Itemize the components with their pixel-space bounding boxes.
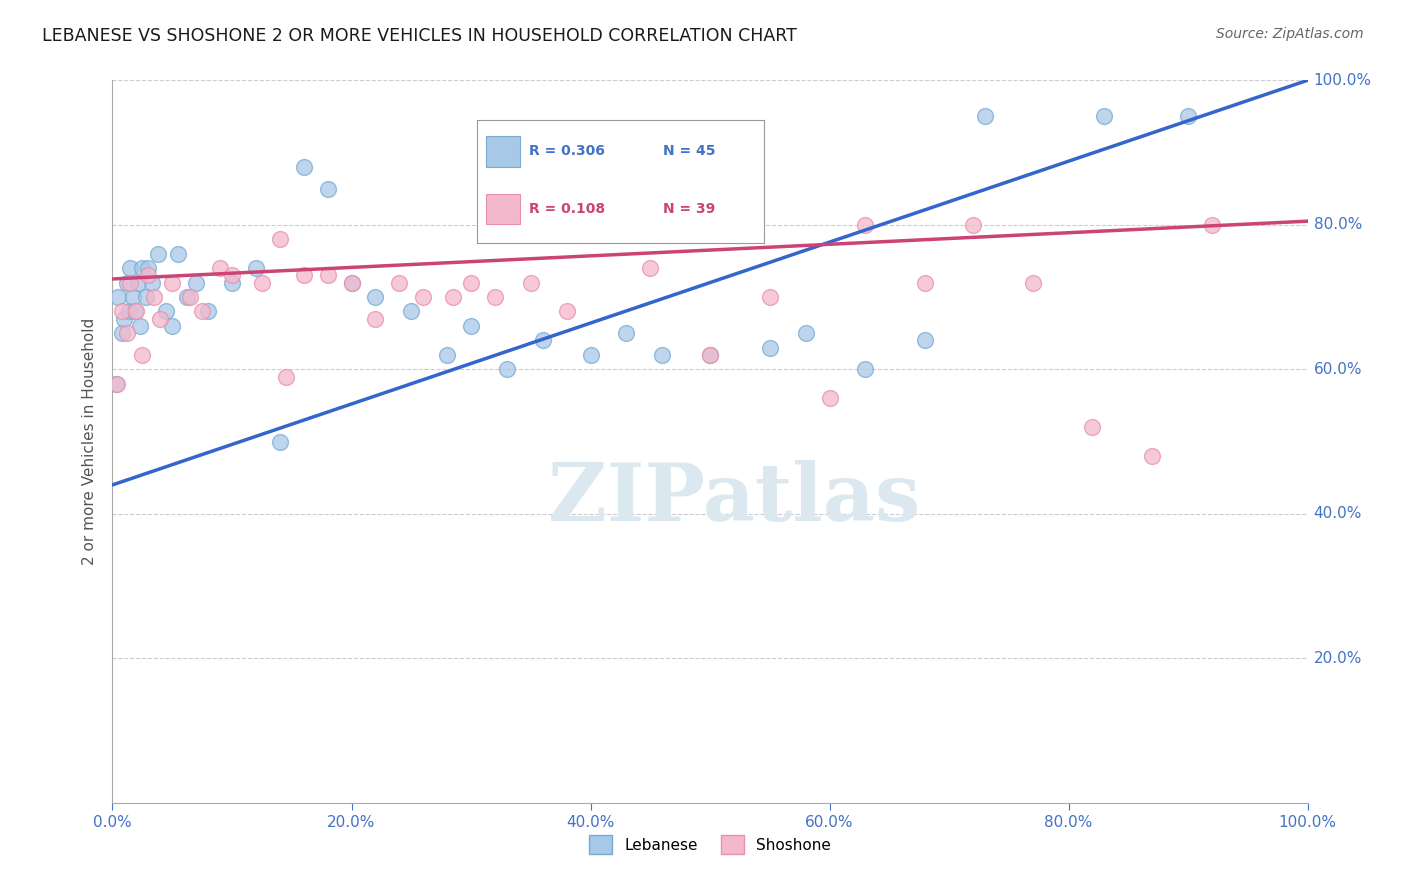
Point (141, 276, 163, 290)
Point (759, 341, 782, 355)
Point (914, 334, 936, 348)
Point (1094, 109, 1116, 123)
Point (364, 290, 387, 304)
Point (107, 290, 129, 304)
Point (274, 369, 297, 384)
Text: 80.0%: 80.0% (1313, 218, 1362, 232)
Text: ZIPatlas: ZIPatlas (548, 460, 920, 539)
Point (269, 434, 291, 449)
Point (138, 268, 160, 283)
Point (484, 290, 506, 304)
Text: 100.0%: 100.0% (1313, 73, 1372, 87)
Point (340, 276, 363, 290)
Point (855, 218, 877, 232)
Point (460, 276, 482, 290)
Point (176, 290, 198, 304)
Text: Source: ZipAtlas.com: Source: ZipAtlas.com (1216, 27, 1364, 41)
Point (388, 276, 411, 290)
Point (401, 304, 423, 318)
Legend: Lebanese, Shoshone: Lebanese, Shoshone (583, 830, 837, 860)
Point (155, 304, 177, 318)
Point (316, 182, 339, 196)
Point (794, 326, 817, 341)
Point (640, 261, 662, 276)
Point (412, 290, 434, 304)
Point (1022, 276, 1045, 290)
Point (555, 304, 578, 318)
Point (131, 348, 153, 362)
Point (124, 304, 146, 318)
Point (129, 318, 152, 333)
Point (209, 261, 232, 276)
Point (699, 348, 721, 362)
Point (269, 232, 291, 246)
Text: 20.0%: 20.0% (1313, 651, 1362, 665)
Point (1142, 449, 1164, 463)
Point (1201, 218, 1223, 232)
Point (146, 246, 169, 260)
Point (131, 261, 153, 276)
Point (531, 334, 554, 348)
Y-axis label: 2 or more Vehicles in Household: 2 or more Vehicles in Household (82, 318, 97, 566)
Point (221, 268, 243, 283)
Point (138, 261, 160, 276)
Point (114, 311, 135, 326)
Point (974, 109, 997, 123)
Point (143, 290, 166, 304)
Point (197, 304, 219, 318)
Text: LEBANESE VS SHOSHONE 2 OR MORE VEHICLES IN HOUSEHOLD CORRELATION CHART: LEBANESE VS SHOSHONE 2 OR MORE VEHICLES … (42, 27, 797, 45)
Text: 40.0%: 40.0% (1313, 507, 1362, 521)
Point (250, 276, 273, 290)
Point (115, 326, 138, 341)
Point (364, 311, 387, 326)
Point (221, 276, 243, 290)
Point (699, 348, 721, 362)
Point (1081, 420, 1104, 434)
Point (520, 276, 543, 290)
Point (855, 362, 877, 376)
Point (436, 348, 458, 362)
Point (292, 160, 315, 174)
Point (121, 290, 143, 304)
Point (441, 290, 464, 304)
Point (496, 362, 519, 376)
Point (167, 246, 190, 260)
Point (179, 290, 201, 304)
Point (149, 311, 172, 326)
Point (120, 276, 142, 290)
Point (120, 261, 142, 276)
Point (914, 276, 936, 290)
Point (105, 376, 128, 391)
Point (162, 276, 183, 290)
Point (245, 261, 267, 276)
Point (316, 268, 339, 283)
Point (162, 318, 183, 333)
Point (616, 326, 638, 341)
Point (292, 268, 315, 283)
Point (115, 276, 138, 290)
Text: 60.0%: 60.0% (1313, 362, 1362, 376)
Point (111, 326, 134, 341)
Point (818, 391, 841, 405)
Point (186, 276, 208, 290)
Point (111, 304, 134, 318)
Point (1177, 109, 1199, 123)
Point (125, 304, 148, 318)
Point (759, 290, 782, 304)
Point (105, 376, 128, 391)
Point (191, 304, 214, 318)
Point (962, 218, 984, 232)
Point (127, 276, 149, 290)
Point (135, 290, 157, 304)
Point (340, 276, 363, 290)
Point (460, 318, 482, 333)
Point (118, 304, 141, 318)
Point (579, 348, 602, 362)
Point (651, 348, 673, 362)
